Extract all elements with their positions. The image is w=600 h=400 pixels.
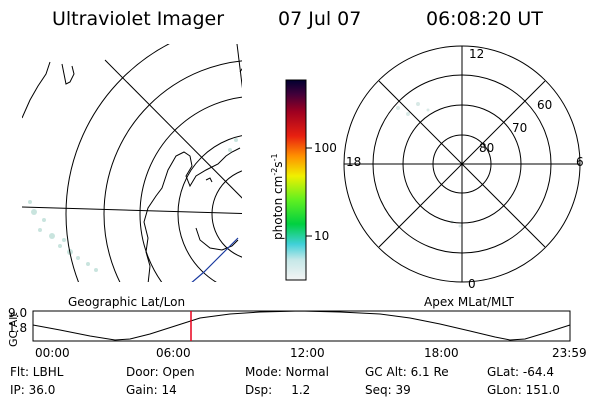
geo-latitude-ring: [177, 135, 242, 282]
geo-latitude-ring: [139, 96, 242, 282]
colorbar-unit-label: photon cm-2s-1: [270, 153, 285, 240]
param-seq: Seq: 39: [365, 383, 411, 397]
polar-plot: [343, 45, 581, 283]
geo-meridian: [22, 206, 242, 215]
aurora-speckle: [28, 138, 238, 272]
param-door: Door: Open: [126, 365, 195, 379]
apex-label: Apex MLat/MLT: [424, 295, 514, 309]
altitude-tick-bottom: 1.8: [8, 321, 28, 335]
param-ip: IP: 36.0: [10, 383, 56, 397]
param-glat: GLat: -64.4: [487, 365, 554, 379]
param-filter: Flt: LBHL: [10, 365, 64, 379]
coastline: [195, 227, 239, 251]
mlat-label-80: 80: [479, 141, 495, 155]
mlt-label-6: 6: [576, 155, 584, 169]
geographic-map: [22, 44, 242, 282]
coastline: [143, 147, 241, 282]
polar-aurora-speckle: [396, 102, 462, 228]
mlt-label-0: 0: [468, 277, 476, 291]
colorbar-tick-10: 10: [314, 229, 330, 243]
param-gain: Gain: 14: [126, 383, 177, 397]
param-mode: Mode: Normal: [245, 365, 329, 379]
coastline: [22, 61, 51, 119]
altitude-tick-top: 9.0: [8, 306, 28, 320]
mlt-label-12: 12: [469, 47, 485, 61]
geographic-label: Geographic Lat/Lon: [68, 295, 186, 309]
coastline: [239, 68, 242, 73]
colorbar-tick-100: 100: [314, 141, 337, 155]
geo-latitude-ring: [103, 60, 242, 282]
geo-meridian: [236, 44, 242, 89]
time-label: 06:08:20 UT: [426, 8, 543, 30]
altitude-curve: [32, 310, 571, 341]
time-tick: 23:59: [552, 346, 587, 360]
colorbar: [285, 79, 307, 281]
param-glon: GLon: 151.0: [487, 383, 560, 397]
coastline: [205, 177, 213, 183]
mlt-diagonal: [378, 80, 546, 248]
time-tick: 18:00: [424, 346, 459, 360]
altitude-plot: [32, 310, 571, 342]
mlt-label-18: 18: [346, 155, 362, 169]
coastline: [61, 63, 75, 85]
mlat-label-70: 70: [512, 121, 528, 135]
geo-latitude-ring: [211, 170, 242, 258]
date-label: 07 Jul 07: [278, 8, 362, 30]
param-gc-alt: GC Alt: 6.1 Re: [365, 365, 449, 379]
time-tick: 06:00: [156, 346, 191, 360]
param-dsp: Dsp: 1.2: [245, 383, 311, 397]
geo-meridian: [104, 59, 242, 199]
geo-latitude-ring: [65, 44, 170, 282]
coastline-highlight: [191, 237, 239, 282]
instrument-title: Ultraviolet Imager: [52, 8, 225, 30]
time-tick: 12:00: [290, 346, 325, 360]
mlat-label-60: 60: [537, 98, 553, 112]
time-tick: 00:00: [35, 346, 70, 360]
